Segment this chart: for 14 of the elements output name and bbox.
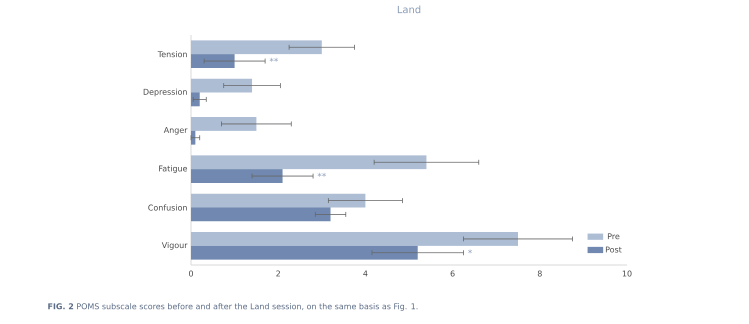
bar [191, 208, 331, 222]
bar [191, 78, 252, 93]
bar [191, 232, 518, 246]
annotation: * [468, 249, 472, 254]
annotation: ** [270, 58, 278, 62]
bar [191, 155, 426, 170]
bar [191, 130, 196, 145]
bar [191, 194, 366, 208]
bar [191, 169, 283, 183]
chart-title: Land [398, 6, 420, 14]
bar [191, 246, 418, 260]
bar [191, 40, 322, 54]
bar [191, 92, 200, 106]
annotation: ** [318, 172, 326, 177]
